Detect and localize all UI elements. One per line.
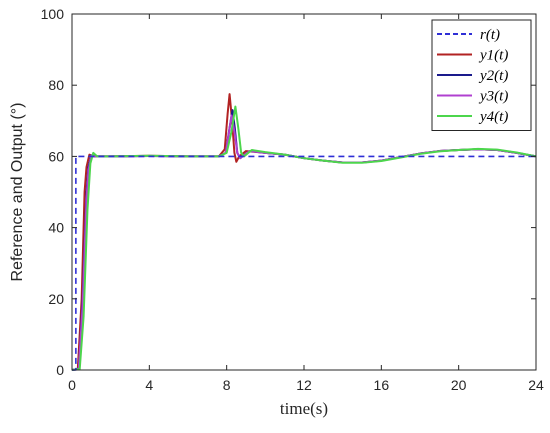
x-tick-label: 24 bbox=[528, 377, 544, 393]
legend-label: y2(t) bbox=[478, 68, 508, 84]
x-tick-label: 4 bbox=[145, 377, 153, 393]
ticks-layer: 0 4 8 12 16 20 24 0 20 40 60 80 100 bbox=[41, 6, 544, 393]
y-tick-label: 40 bbox=[48, 220, 64, 236]
x-tick-label: 0 bbox=[68, 377, 76, 393]
x-tick-label: 12 bbox=[296, 377, 312, 393]
legend-label: r(t) bbox=[480, 27, 500, 43]
legend-label: y1(t) bbox=[478, 48, 508, 64]
y-tick-label: 60 bbox=[48, 148, 64, 164]
x-tick-label: 16 bbox=[374, 377, 390, 393]
x-tick-label: 20 bbox=[451, 377, 467, 393]
y-axis-label: Reference and Output (°) bbox=[9, 103, 26, 282]
legend-label: y4(t) bbox=[478, 109, 508, 125]
y-tick-label: 100 bbox=[41, 6, 65, 22]
x-axis-label: time(s) bbox=[280, 399, 328, 418]
y-tick-label: 80 bbox=[48, 77, 64, 93]
x-tick-label: 8 bbox=[223, 377, 231, 393]
y-tick-label: 0 bbox=[56, 362, 64, 378]
legend-label: y3(t) bbox=[478, 89, 508, 105]
y-tick-label: 20 bbox=[48, 291, 64, 307]
legend: r(t) y1(t) y2(t) y3(t) y4(t) bbox=[431, 19, 532, 131]
